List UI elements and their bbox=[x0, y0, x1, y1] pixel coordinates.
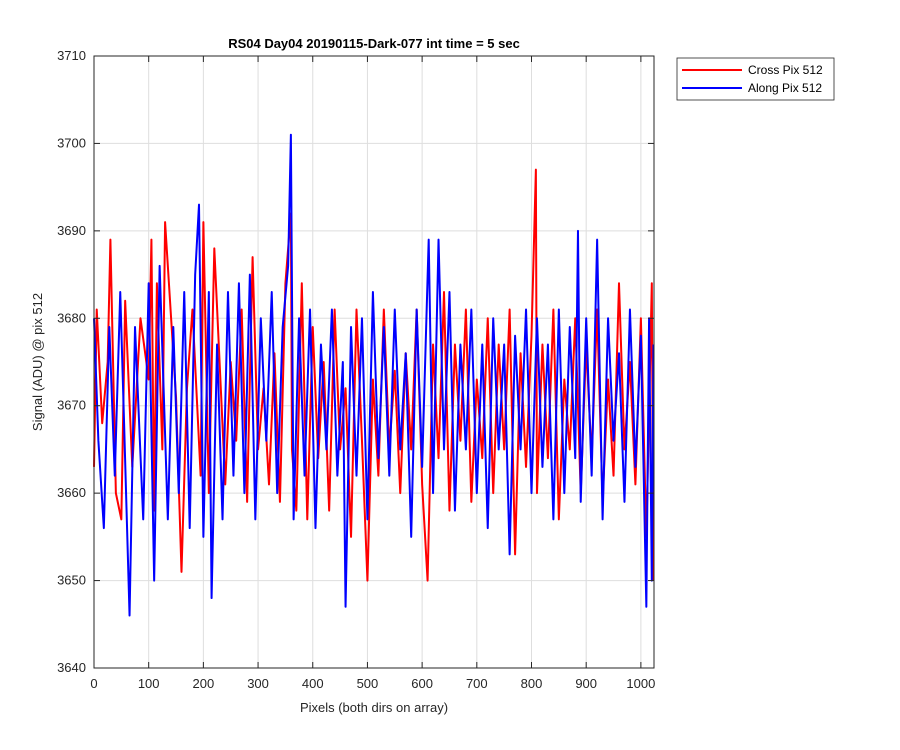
legend-label-along: Along Pix 512 bbox=[748, 81, 822, 95]
legend: Cross Pix 512 Along Pix 512 bbox=[676, 57, 835, 101]
x-tick-label: 400 bbox=[302, 676, 324, 691]
x-tick-label: 600 bbox=[411, 676, 433, 691]
y-tick-label: 3640 bbox=[57, 660, 86, 675]
y-tick-label: 3700 bbox=[57, 135, 86, 150]
tick-labels: 0 100 200 300 400 500 600 700 800 900 1000 3640 3650… bbox=[57, 48, 655, 691]
x-axis-label: Pixels (both dirs on array) bbox=[300, 700, 448, 715]
x-tick-label: 700 bbox=[466, 676, 488, 691]
y-tick-label: 3710 bbox=[57, 48, 86, 63]
x-tick-label: 200 bbox=[193, 676, 215, 691]
x-tick-label: 1000 bbox=[626, 676, 655, 691]
chart-title: RS04 Day04 20190115-Dark-077 int time = … bbox=[228, 36, 520, 51]
series-line-along-pix-512 bbox=[93, 133, 655, 617]
legend-box bbox=[676, 57, 835, 101]
y-tick-label: 3660 bbox=[57, 485, 86, 500]
y-tick-label: 3670 bbox=[57, 398, 86, 413]
series-line-cross-pix-512 bbox=[93, 168, 655, 582]
y-tick-label: 3680 bbox=[57, 310, 86, 325]
y-tick-label: 3650 bbox=[57, 573, 86, 588]
x-tick-label: 300 bbox=[247, 676, 269, 691]
legend-label-cross: Cross Pix 512 bbox=[748, 63, 823, 77]
x-tick-label: 900 bbox=[575, 676, 597, 691]
series-group bbox=[93, 133, 655, 617]
y-axis-label: Signal (ADU) @ pix 512 bbox=[30, 293, 45, 431]
y-tick-label: 3690 bbox=[57, 223, 86, 238]
plot-area bbox=[94, 56, 654, 668]
axes-box bbox=[93, 55, 655, 669]
x-tick-label: 100 bbox=[138, 676, 160, 691]
x-tick-label: 0 bbox=[90, 676, 97, 691]
x-tick-label: 800 bbox=[521, 676, 543, 691]
x-tick-label: 500 bbox=[357, 676, 379, 691]
ticks bbox=[93, 55, 654, 669]
